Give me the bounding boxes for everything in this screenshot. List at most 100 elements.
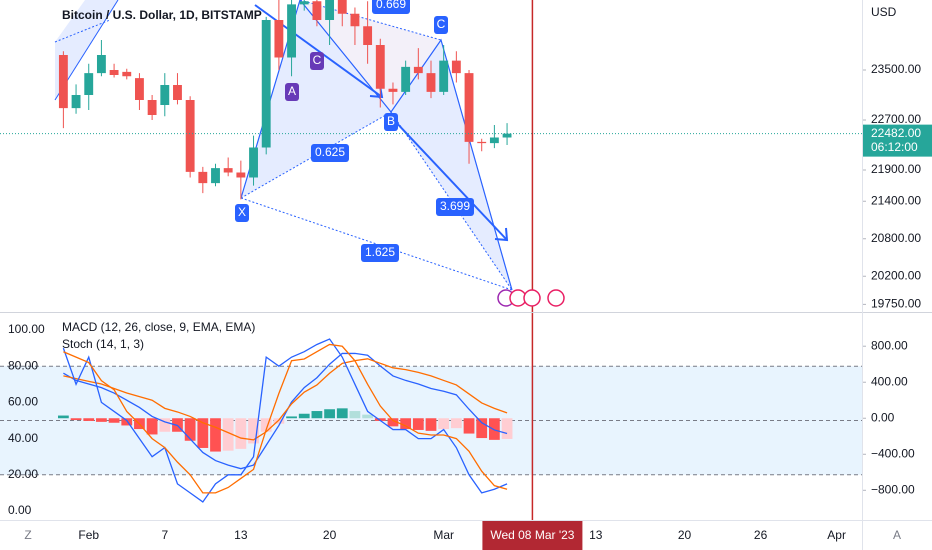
pattern-line [54, 19, 111, 43]
ratio-label: 1.625 [365, 245, 395, 259]
candle-body [439, 60, 449, 92]
y-tick-label: 40.00 [8, 431, 38, 445]
y2-tick-label: 0.00 [871, 410, 895, 424]
candle-body [198, 171, 208, 184]
pattern-point-box [384, 113, 398, 131]
macd-histogram-bar [387, 418, 399, 427]
candle-body [160, 85, 170, 105]
crosshair-label: Wed 08 Mar '23 [490, 528, 574, 542]
ratio-label: 0.625 [315, 145, 345, 159]
macd-histogram-bar [476, 418, 488, 439]
y-tick-label: 80.00 [8, 358, 38, 372]
countdown-label: 06:12:00 [871, 140, 918, 154]
candle-body [375, 45, 385, 89]
pattern-point-label: X [238, 205, 246, 219]
candle-body [325, 0, 335, 20]
y-tick-label: 100.00 [8, 322, 45, 336]
y-tick-label: 0.00 [8, 503, 32, 517]
pattern-point-label: C [437, 17, 446, 31]
candle-body [223, 168, 233, 173]
x-tick-label: 26 [754, 528, 768, 542]
y-tick-label: 19750.00 [871, 297, 921, 311]
macd-histogram-bar [311, 411, 323, 419]
pattern-labels: X A C B C 0.625 0.669 3.699 1.625 [235, 0, 474, 262]
candle-body [489, 137, 499, 144]
chart-title: Bitcoin / U.S. Dollar, 1D, BITSTAMP [62, 8, 262, 22]
macd-histogram-bar [463, 418, 475, 434]
candle-body [173, 85, 182, 100]
candle-body [236, 172, 246, 178]
macd-histogram-bar [96, 418, 107, 422]
x-tick-label: Apr [827, 528, 846, 542]
y-tick-label: 21900.00 [871, 162, 921, 176]
macd-histogram-bar [146, 418, 158, 435]
ratio-box [311, 144, 349, 162]
candle-body [135, 78, 144, 100]
x-tick-label: 20 [323, 528, 337, 542]
d-line [63, 343, 508, 494]
candle-body [58, 55, 68, 109]
macd-histogram-bar [235, 418, 247, 449]
harmonic-pattern [54, 0, 513, 291]
candle-body [261, 20, 271, 148]
y-tick-label: 23500.00 [871, 62, 921, 76]
arrow-head [494, 227, 509, 242]
k-line [62, 338, 508, 503]
y-tick-label: 20800.00 [871, 231, 921, 245]
candle-body [363, 26, 373, 45]
pattern-fill [241, 0, 391, 198]
candle-body [299, 1, 309, 5]
candle-body [337, 0, 347, 14]
pattern-point-box [434, 16, 448, 34]
candle-body [477, 141, 487, 144]
candle-body [413, 66, 423, 74]
candle-body [451, 60, 461, 74]
macd-histogram-bar [450, 418, 462, 429]
legend-entry: Stoch (14, 1, 3) [62, 337, 144, 351]
pattern-point-label: A [288, 84, 296, 98]
macd-histogram-bar [159, 418, 171, 432]
candle-body [388, 88, 398, 92]
macd-histogram-bar [349, 411, 361, 419]
candle-body [96, 55, 106, 74]
ratio-label: 3.699 [440, 199, 470, 213]
candle-body [464, 73, 474, 142]
macd-histogram-bar [286, 416, 297, 419]
event-icon[interactable] [523, 289, 541, 307]
macd-histogram-bar [501, 418, 513, 439]
signal-line [63, 358, 508, 441]
y2-tick-label: −400.00 [871, 446, 915, 460]
toolbar-button[interactable]: A [893, 528, 901, 542]
ratio-box [436, 198, 474, 216]
arrow [391, 117, 508, 241]
candle-body [84, 73, 94, 95]
y-tick-label: 21400.00 [871, 193, 921, 207]
x-tick-label: 13 [589, 528, 603, 542]
price-pane [0, 0, 862, 200]
x-tick-label: Mar [433, 528, 454, 542]
macd-histogram-bar [425, 418, 437, 431]
macd-histogram-bar [336, 408, 348, 419]
macd-histogram-bar [412, 418, 424, 430]
candle-body [502, 133, 512, 138]
macd-histogram-bar [121, 418, 133, 426]
event-icon[interactable] [547, 289, 565, 307]
crosshair-tag [482, 521, 583, 550]
pattern-point-box [285, 83, 299, 101]
macd-histogram-bar [108, 418, 120, 423]
pattern-point-label: C [313, 53, 322, 67]
pattern-point-box [235, 204, 249, 222]
candle-body [312, 1, 322, 20]
macd-histogram-bar [438, 418, 450, 430]
candle-body [287, 4, 296, 58]
macd-histogram-bar [210, 418, 221, 452]
candle-body [109, 70, 119, 75]
macd-histogram-bar [362, 414, 374, 419]
candle-body [401, 66, 411, 92]
macd-histogram-bar [400, 418, 412, 430]
candle-body [274, 20, 284, 58]
toolbar-button[interactable]: Z [24, 528, 31, 542]
x-tick-label: 20 [678, 528, 692, 542]
ratio-box [372, 0, 410, 14]
